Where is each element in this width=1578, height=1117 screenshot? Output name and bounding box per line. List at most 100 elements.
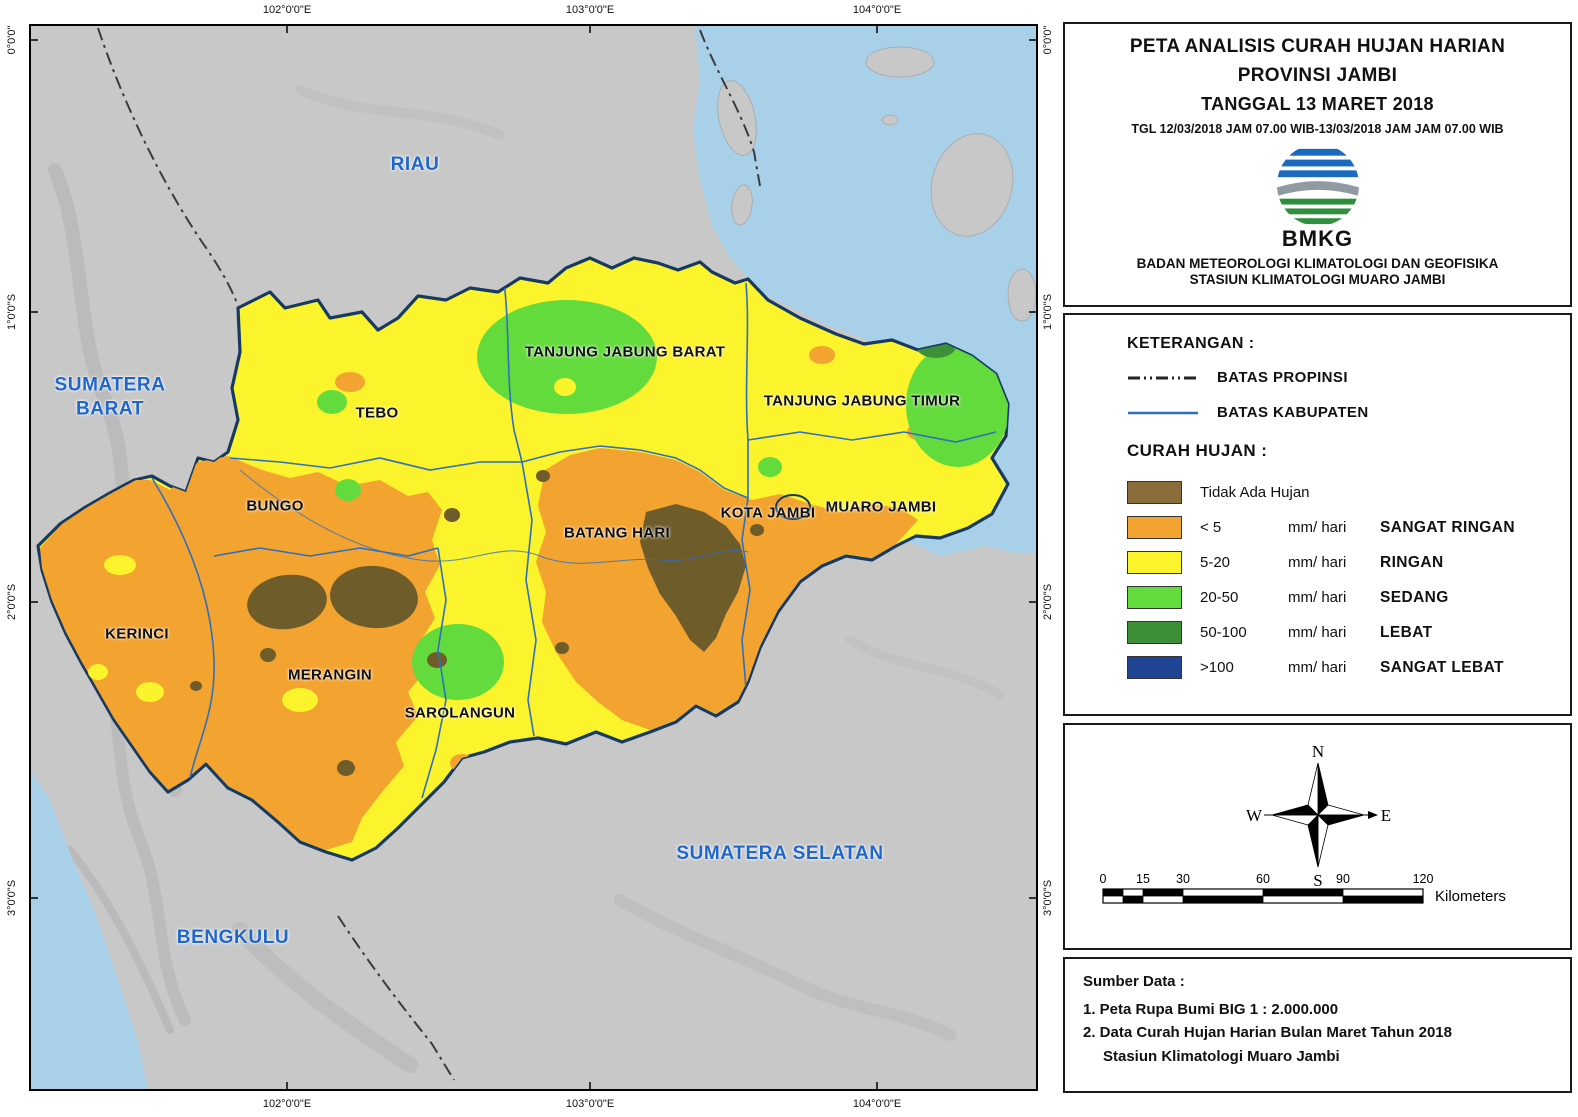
title-panel: PETA ANALISIS CURAH HUJAN HARIAN PROVINS… [1063, 22, 1572, 307]
legend-value: 5-20 [1200, 554, 1231, 571]
lon-label-top-103: 103°0'0"E [565, 4, 615, 16]
map-label-bengkulu: BENGKULU [176, 927, 290, 948]
legend-intensity: SEDANG [1380, 588, 1449, 606]
map-label-sumatera-selatan: SUMATERA SELATAN [676, 843, 884, 864]
legend-intensity: SANGAT RINGAN [1380, 518, 1515, 536]
legend-value: 20-50 [1200, 589, 1239, 606]
map-title-period: TGL 12/03/2018 JAM 07.00 WIB-13/03/2018 … [1131, 122, 1504, 136]
legend-panel: KETERANGAN : BATAS PROPINSI BATAS KABUPA… [1063, 313, 1572, 716]
map-title-line1: PETA ANALISIS CURAH HUJAN HARIAN [1129, 36, 1506, 57]
legend-value: Tidak Ada Hujan [1200, 484, 1310, 501]
legend-unit: mm/ hari [1288, 519, 1347, 536]
map-frame [29, 24, 1038, 1091]
legend-row-sangat-lebat: >100 mm/ hari SANGAT LEBAT [1127, 650, 1570, 685]
legend-swatch-yellow [1127, 551, 1182, 574]
lon-label-top-102: 102°0'0"E [262, 4, 312, 16]
lat-label-right-2s: 2°0'0"S [1042, 583, 1054, 621]
rain-brown-regions [190, 470, 764, 776]
province-boundary-dashdot [97, 27, 761, 1081]
lat-label-left-1s: 1°0'0"S [6, 293, 18, 331]
map-area: RIAU SUMATERA BARAT BENGKULU SUMATERA SE… [6, 4, 1054, 1110]
lon-label-top-104: 104°0'0"E [852, 4, 902, 16]
scale-label-90: 90 [1336, 872, 1350, 886]
lon-label-bottom-102: 102°0'0"E [262, 1098, 312, 1110]
legend-swatch-light-green [1127, 586, 1182, 609]
map-label-kerinci: KERINCI [105, 625, 169, 643]
scale-label-120: 120 [1413, 872, 1434, 886]
legend-value: < 5 [1200, 519, 1222, 536]
rain-yellow-dot [554, 378, 576, 396]
map-label-bungo: BUNGO [246, 497, 304, 515]
map-label-muaro-jambi: MUARO JAMBI [825, 498, 937, 516]
station-name: STASIUN KLIMATOLOGI MUARO JAMBI [1189, 272, 1446, 287]
map-label-sarolangun: SAROLANGUN [404, 704, 516, 722]
sea-southwest [30, 769, 148, 1089]
map-label-tebo: TEBO [355, 404, 399, 422]
lat-label-right-1s: 1°0'0"S [1042, 293, 1054, 331]
rain-green-regions [317, 300, 1008, 700]
legend-swatch-orange [1127, 516, 1182, 539]
compass-scale-panel: N S W E 0 15 30 60 90 120 [1063, 723, 1572, 950]
legend-item-batas-propinsi: BATAS PROPINSI [1127, 369, 1570, 386]
kabupaten-boundary-symbol-icon [1128, 411, 1198, 414]
source-line-1: 1. Peta Rupa Bumi BIG 1 : 2.000.000 [1083, 1001, 1339, 1018]
legend-intensity: LEBAT [1380, 623, 1433, 641]
scale-bar: 0 15 30 60 90 120 [1100, 872, 1506, 905]
lat-label-left-2s: 2°0'0"S [6, 583, 18, 621]
graticule-ticks [30, 25, 1037, 1090]
legend-intensity: RINGAN [1380, 553, 1444, 571]
islands [717, 46, 1037, 322]
map-label-merangin: MERANGIN [287, 666, 373, 684]
legend-intensity: SANGAT LEBAT [1380, 658, 1504, 676]
legend-swatch-dark-green [1127, 621, 1182, 644]
compass-label-east: E [1380, 806, 1390, 825]
map-title-line3: TANGGAL 13 MARET 2018 [1201, 94, 1434, 114]
lat-label-left-0: 0°0'0" [6, 25, 18, 55]
legend-unit: mm/ hari [1288, 589, 1347, 606]
source-line-3: Stasiun Klimatologi Muaro Jambi [1103, 1047, 1340, 1065]
scale-label-15: 15 [1136, 872, 1150, 886]
lat-label-right-0: 0°0'0" [1042, 25, 1054, 55]
source-line-2: 2. Data Curah Hujan Harian Bulan Maret T… [1083, 1024, 1452, 1042]
lat-label-left-3s: 3°0'0"S [6, 879, 18, 917]
lon-label-bottom-103: 103°0'0"E [565, 1098, 615, 1110]
legend-row-sangat-ringan: < 5 mm/ hari SANGAT RINGAN [1127, 510, 1570, 545]
source-panel: Sumber Data : 1. Peta Rupa Bumi BIG 1 : … [1063, 957, 1572, 1093]
bmkg-logo-icon [1276, 143, 1359, 227]
compass-label-south: S [1313, 871, 1322, 890]
legend-swatch-brown [1127, 481, 1182, 504]
source-heading: Sumber Data : [1083, 973, 1185, 990]
map-label-riau: RIAU [390, 154, 440, 175]
legend-row-ringan: 5-20 mm/ hari RINGAN [1127, 545, 1570, 580]
legend-item-batas-kabupaten: BATAS KABUPATEN [1127, 404, 1570, 421]
scale-label-0: 0 [1100, 872, 1107, 886]
map-label-kota-jambi: KOTA JAMBI [720, 504, 816, 522]
legend-label-batas-kabupaten: BATAS KABUPATEN [1217, 404, 1369, 421]
legend-heading: KETERANGAN : [1127, 335, 1255, 352]
province-boundary-symbol-icon [1128, 376, 1198, 379]
map-label-tanjung-jabung-timur: TANJUNG JABUNG TIMUR [763, 392, 961, 410]
compass-label-north: N [1311, 743, 1323, 761]
legend-row-sedang: 20-50 mm/ hari SEDANG [1127, 580, 1570, 615]
rain-yellow-spots [88, 555, 318, 712]
kota-jambi-boundary-ring [775, 494, 811, 520]
scale-label-30: 30 [1176, 872, 1190, 886]
legend-swatch-navy [1127, 656, 1182, 679]
scale-label-60: 60 [1256, 872, 1270, 886]
lat-label-right-3s: 3°0'0"S [1042, 879, 1054, 917]
map-label-tanjung-jabung-barat: TANJUNG JABUNG BARAT [524, 343, 726, 361]
compass-rose-icon: N S W E [1245, 742, 1390, 890]
scale-unit-label: Kilometers [1435, 888, 1506, 905]
kabupaten-boundary-lines [151, 281, 997, 799]
legend-unit: mm/ hari [1288, 659, 1347, 676]
map-label-sumatera-barat: SUMATERA BARAT [54, 374, 166, 419]
compass-label-west: W [1245, 806, 1262, 825]
rainfall-map-canvas [29, 24, 1038, 1091]
bmkg-logo-text: BMKG [1281, 226, 1354, 251]
rain-legend-heading: CURAH HUJAN : [1127, 441, 1268, 460]
legend-value: >100 [1200, 659, 1234, 676]
legend-unit: mm/ hari [1288, 624, 1347, 641]
map-label-batang-hari: BATANG HARI [563, 524, 671, 542]
lon-label-bottom-104: 104°0'0"E [852, 1098, 902, 1110]
